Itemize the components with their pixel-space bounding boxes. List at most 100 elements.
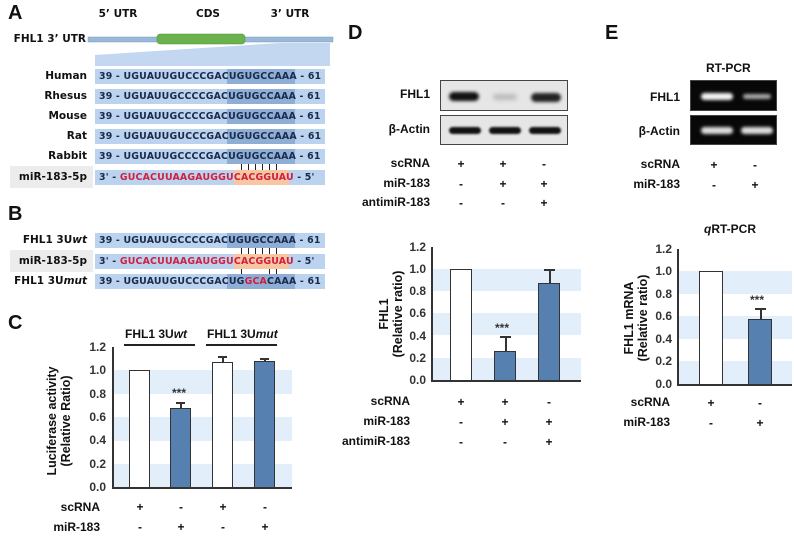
significance-d: *** (495, 321, 510, 335)
y-axis-e (677, 249, 679, 385)
seq-row-mut: 39 - UGUAUUGUCCCGACUGGCACAAA - 61 (95, 274, 325, 289)
construct-label-wt: FHL1 3Uwt (22, 234, 87, 246)
group-label-mut: FHL1 3Umut (207, 327, 278, 341)
gel-label-actin: β-Actin (638, 124, 680, 138)
row-label-mir183-d-top: miR-183 (383, 176, 430, 190)
condition-mark: + (756, 416, 764, 430)
condition-mark: + (136, 500, 144, 514)
basepair-line (276, 248, 277, 254)
basepair-line (241, 269, 242, 274)
western-blot-actin (440, 115, 568, 145)
error-bar (180, 402, 182, 408)
error-cap (544, 269, 555, 271)
condition-mark: - (459, 196, 463, 210)
ytick: 1.2 (409, 240, 426, 254)
gel-label-fhl1: FHL1 (650, 90, 680, 104)
row-label-mir183-c: miR-183 (53, 520, 100, 534)
seq-row-rabbit: 39 - UGUAUUGCCCCGACUGUGCCAAA - 61 (95, 149, 325, 164)
condition-mark: + (501, 395, 509, 409)
condition-mark: - (547, 395, 551, 409)
ytick: 0.0 (655, 377, 672, 391)
seq-row-wt: 39 - UGUAUUGCCCCGACUGUGCCAAA - 61 (95, 233, 325, 248)
condition-mark: + (545, 435, 553, 449)
condition-mark: - (758, 396, 762, 410)
error-cap (755, 308, 766, 310)
species-label-rhesus: Rhesus (44, 90, 87, 102)
ytick: 0.0 (409, 373, 426, 387)
seq-row-human: 39 - UGUAUUGUCCCGACUGUGCCAAA - 61 (95, 69, 325, 84)
mirna-label-b: miR-183-5p (18, 255, 87, 267)
ytick: 0.0 (89, 480, 106, 494)
row-label-scrna-e-top: scRNA (640, 157, 680, 171)
bar-d-2 (494, 351, 516, 381)
basepair-line (248, 248, 249, 254)
condition-mark: + (501, 415, 509, 429)
row-label-mir183-e: miR-183 (623, 415, 670, 429)
condition-mark: - (542, 157, 546, 171)
condition-mark: - (712, 178, 716, 192)
ytick: 0.2 (89, 457, 106, 471)
basepair-line (255, 164, 256, 171)
condition-mark: + (751, 178, 759, 192)
condition-mark: + (457, 157, 465, 171)
ytick: 0.2 (655, 354, 672, 368)
basepair-line (276, 269, 277, 274)
blot-label-fhl1: FHL1 (400, 87, 430, 101)
condition-mark: - (459, 435, 463, 449)
row-label-scrna-d-top: scRNA (390, 156, 430, 170)
bar-c-1 (129, 370, 150, 488)
gene-label: FHL1 3’ UTR (13, 33, 86, 45)
condition-mark: + (261, 520, 269, 534)
error-bar (760, 308, 762, 319)
basepair-line (248, 164, 249, 171)
x-axis-c (112, 487, 292, 489)
ytick: 0.4 (409, 329, 426, 343)
basepair-line (241, 164, 242, 171)
ytick: 0.4 (655, 332, 672, 346)
region-5utr-label: 5’ UTR (98, 8, 138, 20)
condition-mark: + (457, 395, 465, 409)
error-bar (549, 269, 551, 283)
ytick: 1.0 (409, 262, 426, 276)
mutated-bases: GCA (244, 276, 268, 287)
condition-mark: - (709, 416, 713, 430)
y-axis-label-c: Luciferase activity (Relative Ratio) (45, 366, 73, 476)
error-cap (176, 402, 185, 404)
condition-mark: + (710, 158, 718, 172)
blot-label-actin: β-Actin (388, 122, 430, 136)
condition-mark: - (221, 520, 225, 534)
rtpcr-gel-fhl1 (690, 80, 777, 111)
x-axis-e (677, 384, 792, 386)
basepair-line (276, 164, 277, 171)
row-label-mir183-d: miR-183 (363, 414, 410, 428)
western-blot-fhl1 (440, 80, 568, 111)
condition-mark: + (707, 396, 715, 410)
ytick: 0.6 (655, 309, 672, 323)
condition-mark: + (540, 196, 548, 210)
basepair-line (255, 248, 256, 254)
group-bracket-wt (124, 344, 195, 346)
row-label-antimir-d: antimiR-183 (341, 434, 410, 448)
basepair-line (241, 248, 242, 254)
species-label-human: Human (45, 70, 87, 82)
error-bar (222, 356, 224, 362)
bar-e-1 (699, 271, 723, 385)
significance-c: *** (172, 386, 187, 400)
panel-letter-c: C (8, 312, 23, 334)
condition-mark: + (545, 415, 553, 429)
ytick: 1.0 (655, 264, 672, 278)
group-label-wt: FHL1 3Uwt (125, 327, 188, 341)
seq-row-mouse: 39 - UGUAUUGCCCCGACUGUGCCAAA - 61 (95, 109, 325, 124)
ytick: 0.6 (89, 410, 106, 424)
chart-e (677, 249, 792, 384)
condition-mark: - (459, 415, 463, 429)
gel-title: RT-PCR (706, 61, 751, 75)
error-cap (500, 336, 511, 338)
bar-c-3 (212, 362, 233, 488)
row-label-scrna-c: scRNA (60, 500, 100, 514)
ytick: 0.4 (89, 433, 106, 447)
panel-letter-a: A (8, 2, 23, 24)
qrtpcr-title: qRT-PCR (704, 222, 757, 236)
row-label-mir183-e-top: miR-183 (633, 177, 680, 191)
condition-mark: - (501, 196, 505, 210)
